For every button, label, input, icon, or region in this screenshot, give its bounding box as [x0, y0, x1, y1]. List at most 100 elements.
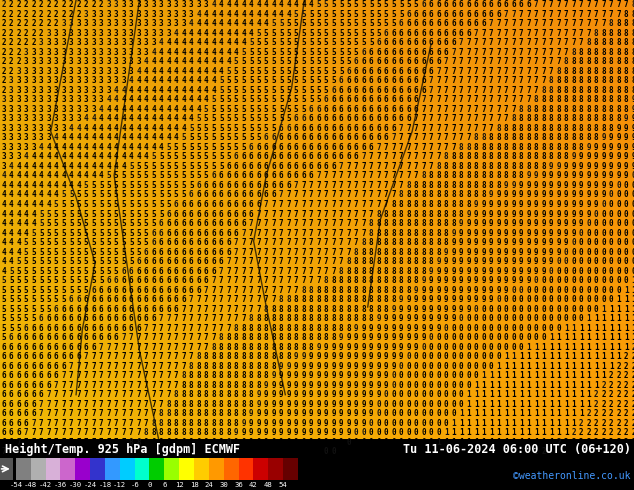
Text: 3: 3	[32, 143, 36, 152]
Text: 8: 8	[384, 305, 389, 314]
Text: 7: 7	[512, 29, 516, 38]
Text: 6: 6	[444, 48, 449, 57]
Text: 6: 6	[234, 162, 238, 171]
Text: 4: 4	[264, 19, 269, 28]
Text: 3: 3	[107, 67, 111, 76]
Text: 8: 8	[391, 267, 396, 275]
FancyBboxPatch shape	[209, 458, 224, 480]
Text: 1: 1	[489, 438, 493, 447]
Text: 3: 3	[54, 48, 58, 57]
Text: 6: 6	[332, 152, 336, 161]
Text: 7: 7	[489, 114, 493, 123]
Text: 4: 4	[77, 181, 81, 190]
Text: 9: 9	[534, 172, 538, 180]
Text: 4: 4	[256, 10, 261, 19]
Text: 1: 1	[481, 438, 486, 447]
Text: 0: 0	[564, 267, 569, 275]
Text: 9: 9	[579, 162, 583, 171]
Text: 0: 0	[549, 305, 553, 314]
Text: 6: 6	[107, 276, 111, 285]
Text: 8: 8	[609, 67, 614, 76]
Text: 9: 9	[301, 438, 306, 447]
Text: 2: 2	[46, 10, 51, 19]
Text: 6: 6	[219, 210, 224, 219]
Text: 8: 8	[377, 238, 381, 247]
Text: 3: 3	[181, 10, 186, 19]
Text: 5: 5	[226, 96, 231, 104]
Text: 4: 4	[249, 0, 254, 9]
Text: 8: 8	[384, 267, 389, 275]
Text: 5: 5	[279, 29, 283, 38]
Text: 3: 3	[39, 133, 44, 143]
Text: 0: 0	[377, 447, 381, 456]
Text: 8: 8	[579, 114, 583, 123]
Text: 0: 0	[504, 324, 508, 333]
Text: 5: 5	[271, 57, 276, 66]
Text: 9: 9	[234, 447, 238, 456]
Text: 3: 3	[16, 105, 21, 114]
Text: 7: 7	[496, 29, 501, 38]
Text: 8: 8	[571, 96, 576, 104]
Text: 1: 1	[534, 362, 538, 371]
Text: 4: 4	[46, 143, 51, 152]
Text: 6: 6	[136, 267, 141, 275]
Text: 7: 7	[422, 105, 426, 114]
Text: 0: 0	[504, 314, 508, 323]
Text: 6: 6	[99, 324, 103, 333]
Text: 7: 7	[159, 371, 164, 380]
Text: -18: -18	[98, 482, 112, 488]
Text: 3: 3	[167, 29, 171, 38]
Text: 1: 1	[616, 352, 621, 361]
Text: 8: 8	[136, 447, 141, 456]
Text: 1: 1	[504, 428, 508, 437]
Text: 4: 4	[219, 38, 224, 48]
Text: 2: 2	[39, 0, 44, 9]
Text: 3: 3	[114, 0, 119, 9]
Text: 5: 5	[46, 238, 51, 247]
Text: 0: 0	[616, 257, 621, 266]
Text: 9: 9	[256, 390, 261, 399]
Text: 6: 6	[271, 191, 276, 199]
Text: 4: 4	[1, 247, 6, 257]
Text: 7: 7	[459, 124, 463, 133]
Text: 4: 4	[234, 38, 238, 48]
Text: 5: 5	[249, 48, 254, 57]
Text: 6: 6	[361, 57, 366, 66]
Text: 5: 5	[332, 67, 336, 76]
Text: 5: 5	[249, 38, 254, 48]
Text: 8: 8	[586, 105, 591, 114]
Text: 6: 6	[162, 482, 167, 488]
Text: 8: 8	[414, 200, 418, 209]
Text: 7: 7	[324, 191, 328, 199]
Text: 4: 4	[69, 143, 74, 152]
Text: 6: 6	[219, 191, 224, 199]
Text: 8: 8	[159, 419, 164, 428]
Text: 5: 5	[332, 57, 336, 66]
Text: 6: 6	[152, 305, 156, 314]
Text: 5: 5	[167, 181, 171, 190]
Text: 6: 6	[369, 133, 373, 143]
Text: 4: 4	[46, 191, 51, 199]
Text: 9: 9	[354, 409, 359, 418]
Text: 5: 5	[61, 191, 66, 199]
Text: 5: 5	[9, 276, 13, 285]
Text: 1: 1	[526, 362, 531, 371]
Text: 6: 6	[77, 314, 81, 323]
Text: 8: 8	[354, 267, 359, 275]
Text: 8: 8	[264, 352, 269, 361]
Text: 6: 6	[152, 257, 156, 266]
Text: 3: 3	[32, 76, 36, 85]
Text: 6: 6	[84, 314, 89, 323]
Text: 7: 7	[384, 152, 389, 161]
Text: 0: 0	[571, 267, 576, 275]
Text: 2: 2	[616, 447, 621, 456]
Text: 4: 4	[242, 19, 246, 28]
Text: 4: 4	[136, 105, 141, 114]
Text: 8: 8	[444, 152, 449, 161]
Text: 5: 5	[24, 267, 29, 275]
Text: 9: 9	[489, 210, 493, 219]
Text: 8: 8	[609, 57, 614, 66]
Text: 6: 6	[481, 19, 486, 28]
Text: 4: 4	[189, 48, 193, 57]
Text: 6: 6	[264, 172, 269, 180]
